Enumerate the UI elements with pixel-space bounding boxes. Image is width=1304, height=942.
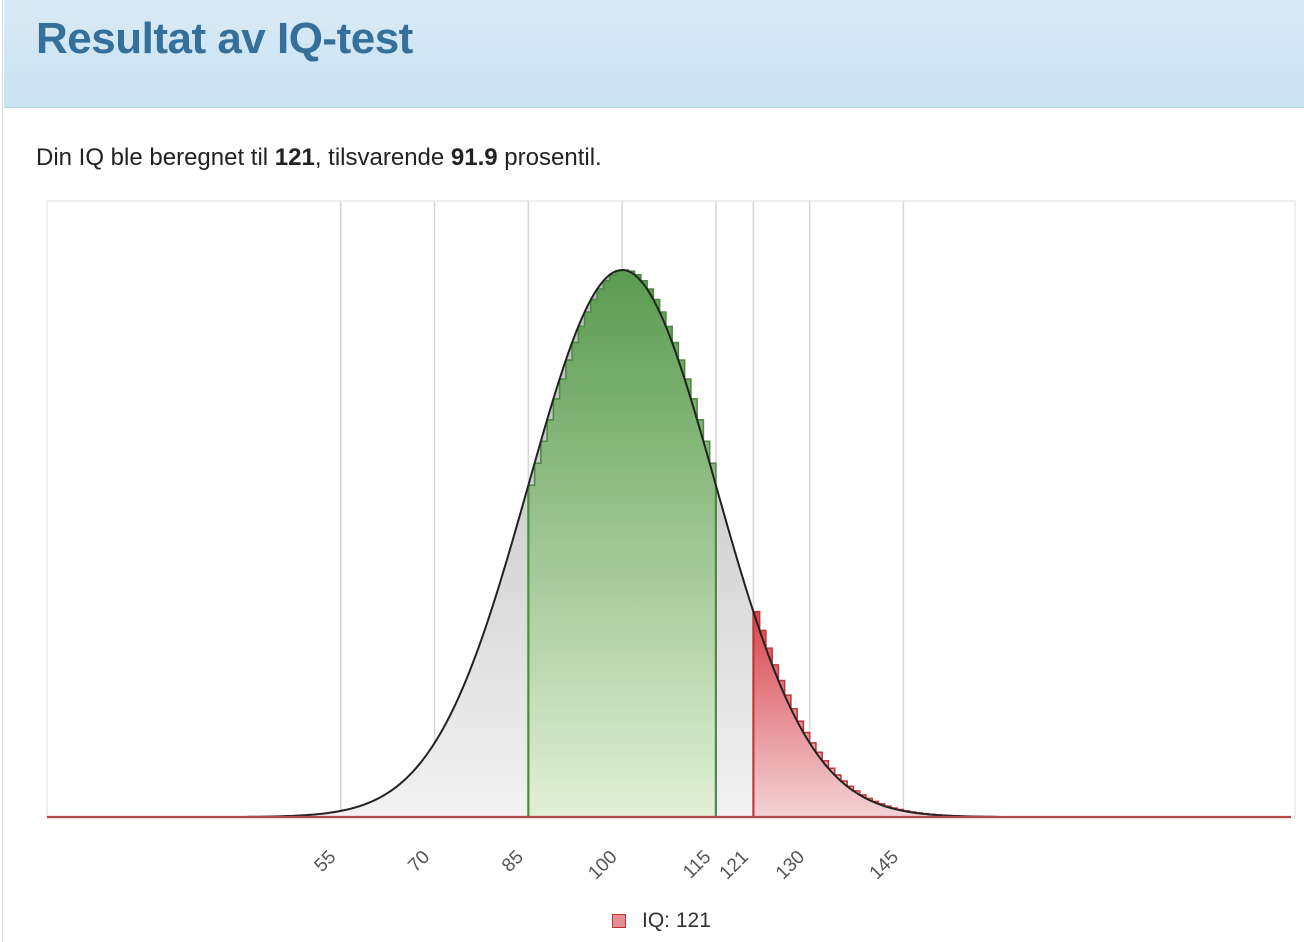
- curve-line: [247, 268, 998, 818]
- percentile-value: 91.9: [450, 144, 498, 171]
- iq-value: 121: [274, 144, 315, 171]
- tick-label-130: 130: [772, 847, 809, 884]
- chart-legend: IQ: 121: [612, 908, 711, 934]
- x-axis-ticks: 55 70 85 100 115 121 130 145: [311, 847, 903, 884]
- summary-suffix: prosentil.: [497, 144, 602, 171]
- tick-label-55: 55: [311, 847, 341, 877]
- page-title: Resultat av IQ-test: [36, 14, 413, 63]
- result-summary: Din IQ ble beregnet til 121, tilsvarende…: [36, 144, 602, 172]
- tick-label-85: 85: [498, 847, 528, 877]
- page-header: Resultat av IQ-test: [4, 0, 1304, 108]
- summary-middle: , tilsvarende: [314, 144, 451, 171]
- summary-prefix: Din IQ ble beregnet til: [36, 144, 275, 171]
- legend-label: IQ: 121: [642, 909, 711, 932]
- tick-label-145: 145: [866, 847, 903, 884]
- tick-label-121: 121: [716, 847, 753, 884]
- tick-label-70: 70: [404, 847, 434, 877]
- tick-label-100: 100: [584, 847, 621, 884]
- tick-label-115: 115: [679, 847, 715, 883]
- distribution-curve: [47, 268, 1291, 819]
- legend-swatch: [612, 914, 626, 928]
